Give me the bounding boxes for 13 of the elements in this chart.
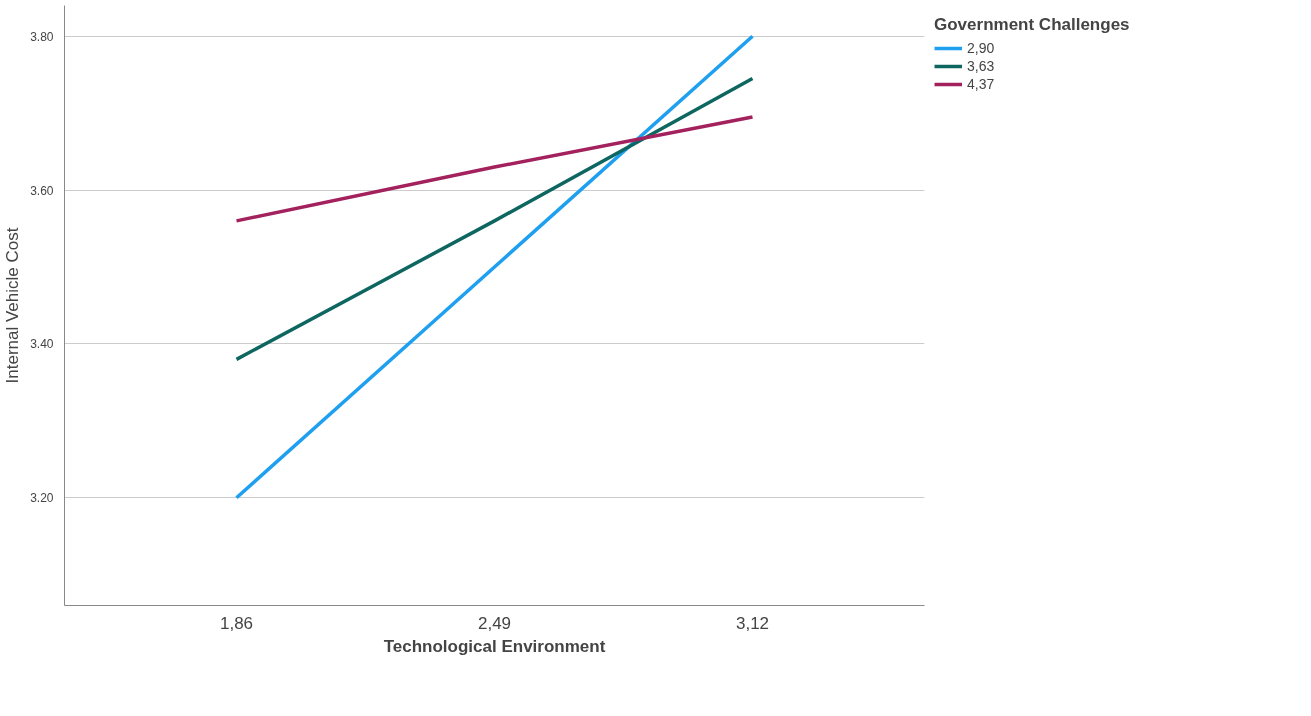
y-tick-label: 3.20 [30, 491, 54, 506]
x-tick-label: 2,49 [477, 613, 512, 633]
y-axis-title: Internal Vehicle Cost [3, 227, 23, 384]
y-tick-label: 3.80 [30, 29, 54, 44]
legend-label: 4,37 [967, 76, 995, 92]
legend-label: 3,63 [967, 58, 995, 74]
x-tick-label: 3,12 [735, 613, 770, 633]
legend-title: Government Challenges [934, 15, 1130, 35]
y-tick-label: 3.60 [30, 183, 54, 198]
x-axis-title: Technological Environment [383, 636, 606, 656]
legend-label: 2,90 [967, 40, 995, 56]
x-tick-label: 1,86 [219, 613, 254, 633]
y-tick-label: 3.40 [30, 337, 54, 352]
